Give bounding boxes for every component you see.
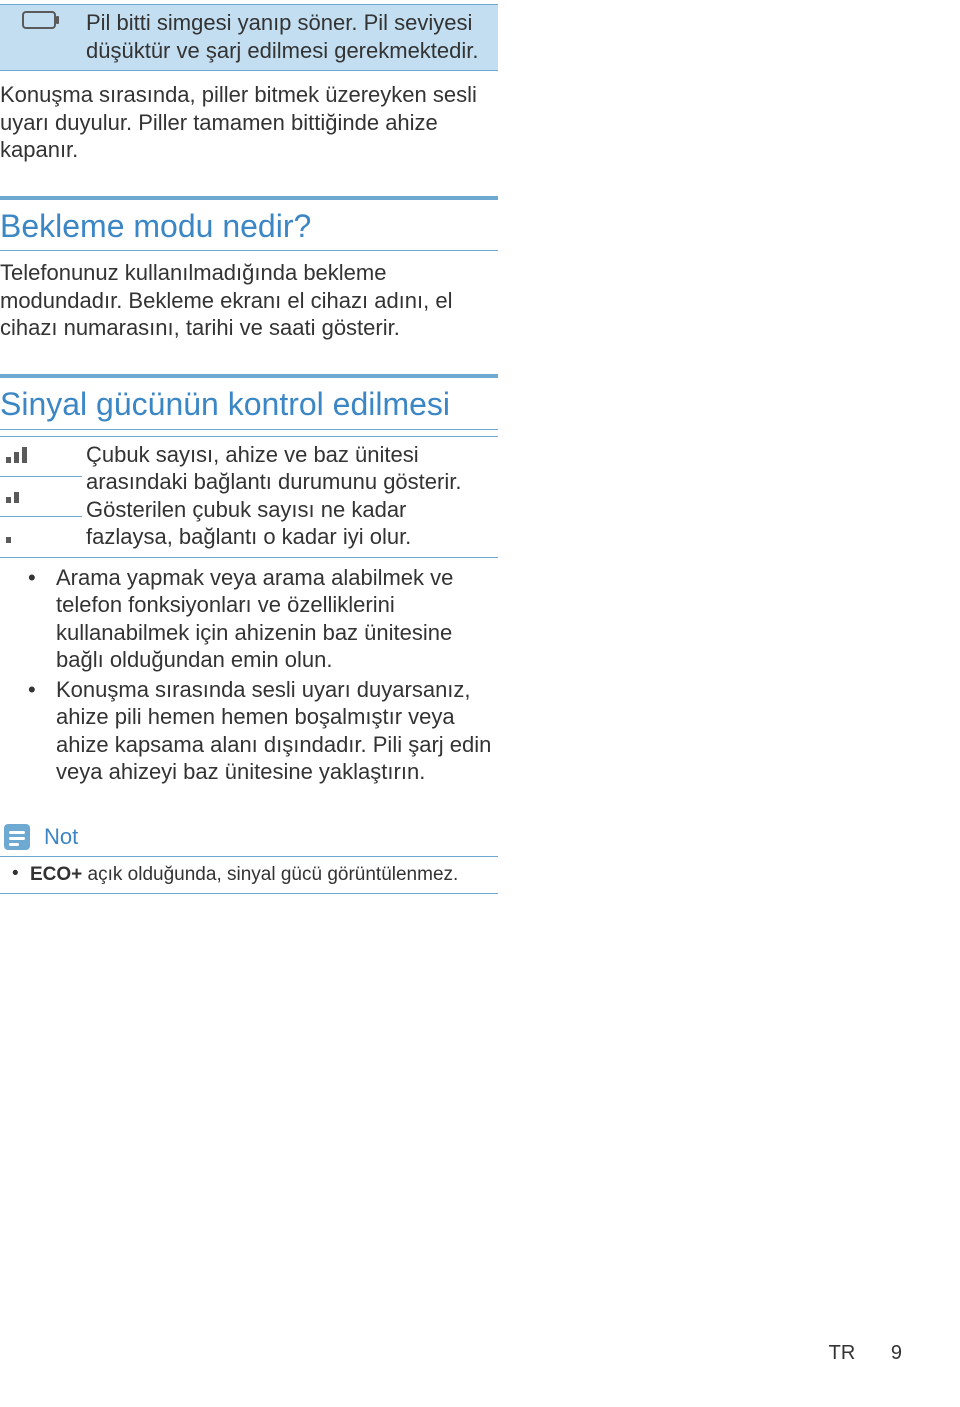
signal-bullets: Arama yapmak veya arama alabilmek ve tel…	[0, 564, 498, 786]
signal-3bars-icon	[6, 447, 32, 463]
note-text: açık olduğunda, sinyal gücü görüntülenme…	[82, 864, 458, 885]
section-rule-bottom-2	[0, 429, 498, 430]
signal-2bars-cell	[0, 476, 82, 516]
signal-3bars-cell	[0, 436, 82, 476]
signal-1bar-icon	[6, 527, 32, 543]
page-content: Pil bitti simgesi yanıp söner. Pil seviy…	[0, 0, 500, 894]
battery-icon-cell	[0, 5, 82, 71]
standby-heading: Bekleme modu nedir?	[0, 208, 498, 245]
note-label: Not	[44, 824, 78, 850]
page-footer: TR 9	[829, 1342, 902, 1365]
section-rule-top-2	[0, 374, 498, 378]
note-box: Not ECO+ açık olduğunda, sinyal gücü gör…	[0, 820, 498, 895]
footer-lang: TR	[829, 1342, 856, 1364]
section-rule-top-1	[0, 196, 498, 200]
signal-row-3bars: Çubuk sayısı, ahize ve baz ünitesi arası…	[0, 436, 498, 476]
battery-low-row: Pil bitti simgesi yanıp söner. Pil seviy…	[0, 5, 498, 71]
signal-table: Çubuk sayısı, ahize ve baz ünitesi arası…	[0, 436, 498, 558]
note-icon-wrap	[0, 820, 34, 854]
battery-low-text: Pil bitti simgesi yanıp söner. Pil seviy…	[82, 5, 498, 71]
note-eco-bold: ECO+	[30, 864, 82, 885]
signal-heading: Sinyal gücünün kontrol edilmesi	[0, 386, 498, 423]
signal-desc: Çubuk sayısı, ahize ve baz ünitesi arası…	[82, 436, 498, 557]
battery-info-table: Pil bitti simgesi yanıp söner. Pil seviy…	[0, 4, 498, 71]
footer-page: 9	[891, 1342, 902, 1364]
signal-bullet-1: Arama yapmak veya arama alabilmek ve tel…	[0, 564, 498, 674]
signal-bullet-2: Konuşma sırasında sesli uyarı duyarsanız…	[0, 676, 498, 786]
signal-1bar-cell	[0, 517, 82, 557]
section-rule-bottom-1	[0, 250, 498, 251]
note-header: Not	[0, 820, 498, 854]
standby-body: Telefonunuz kullanılmadığında bekleme mo…	[0, 259, 498, 342]
note-icon	[2, 822, 32, 852]
signal-2bars-icon	[6, 487, 32, 503]
battery-paragraph: Konuşma sırasında, piller bitmek üzereyk…	[0, 81, 498, 164]
battery-empty-icon	[22, 11, 60, 29]
note-body: ECO+ açık olduğunda, sinyal gücü görüntü…	[0, 856, 498, 895]
